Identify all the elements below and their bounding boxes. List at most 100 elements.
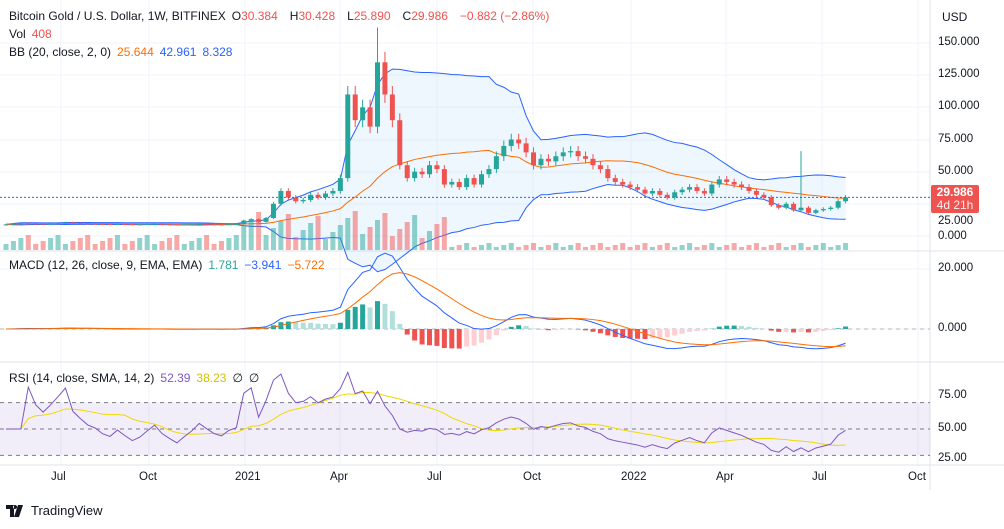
macd-histogram-bar xyxy=(820,329,826,332)
rsi-tick-label: 75.00 xyxy=(938,389,967,401)
macd-histogram-bar xyxy=(285,321,291,329)
candle-body xyxy=(493,156,499,170)
tradingview-logo[interactable]: TradingView xyxy=(6,503,103,518)
macd-histogram-bar xyxy=(590,329,596,332)
candle-body xyxy=(233,224,239,226)
macd-histogram-bar xyxy=(404,329,410,335)
time-axis-label: Jul xyxy=(51,471,66,483)
macd-histogram-bar xyxy=(635,329,641,339)
candle-body xyxy=(761,194,767,198)
last-price: 29.986 xyxy=(936,185,974,199)
candle-body xyxy=(553,156,559,162)
volume-legend[interactable]: Vol 408 xyxy=(9,27,58,41)
bb-basis: 25.644 xyxy=(117,45,154,59)
volume-bar xyxy=(709,243,715,250)
bb-upper: 42.961 xyxy=(159,45,197,59)
volume-bar xyxy=(739,247,745,250)
candle-body xyxy=(724,179,730,182)
volume-bar xyxy=(360,234,366,250)
bb-lower: 8.328 xyxy=(202,45,233,59)
macd-histogram-bar xyxy=(701,329,707,331)
candle-body xyxy=(568,151,574,153)
macd-histogram-bar xyxy=(322,323,328,329)
symbol-title[interactable]: Bitcoin Gold / U.S. Dollar, 1W, BITFINEX xyxy=(9,9,226,23)
macd-histogram-bar xyxy=(486,329,492,340)
candle-body xyxy=(612,178,618,182)
bb-legend[interactable]: BB (20, close, 2, 0) 25.644 42.961 8.328 xyxy=(9,45,238,59)
candle-body xyxy=(768,197,774,206)
volume-bar xyxy=(627,247,633,250)
time-axis-label: Jul xyxy=(812,471,827,483)
volume-bar xyxy=(493,247,499,250)
volume-bar xyxy=(694,247,700,250)
candle-body xyxy=(285,190,291,198)
volume-bar xyxy=(441,217,447,250)
volume-bar xyxy=(367,227,373,250)
volume-bar xyxy=(189,241,195,250)
macd-histogram-bar xyxy=(843,326,849,329)
candle-body xyxy=(605,169,611,179)
candle-body xyxy=(501,145,507,157)
volume-bar xyxy=(100,241,106,250)
macd-histogram-bar xyxy=(620,329,626,338)
candle-body xyxy=(531,152,537,166)
candle-body xyxy=(397,120,403,166)
volume-bar xyxy=(300,230,306,250)
macd-histogram-bar xyxy=(657,329,663,338)
volume-bar xyxy=(701,245,707,250)
volume-bar xyxy=(597,243,603,250)
macd-histogram-bar xyxy=(493,329,499,336)
rsi-ma: 38.23 xyxy=(196,371,227,385)
price-tick-label: 50.000 xyxy=(938,165,974,177)
candle-body xyxy=(196,223,202,225)
volume-bar xyxy=(538,247,544,250)
time-axis-label: Apr xyxy=(716,471,734,483)
volume-bar xyxy=(77,238,83,250)
candle-body xyxy=(427,165,433,175)
rsi-legend[interactable]: RSI (14, close, SMA, 14, 2) 52.39 38.23 ∅ ∅ xyxy=(9,371,265,385)
candle-body xyxy=(635,187,641,190)
macd-histogram-bar xyxy=(516,325,522,329)
volume-bar xyxy=(545,245,551,250)
macd-histogram-bar xyxy=(375,301,380,329)
volume-bar xyxy=(649,247,655,250)
candle-body xyxy=(805,207,811,213)
macd-histogram-bar xyxy=(315,323,321,329)
volume-bar xyxy=(174,235,180,250)
candle-body xyxy=(174,224,180,226)
tradingview-logo-icon xyxy=(6,504,23,517)
volume-bar xyxy=(40,241,46,250)
candle-body xyxy=(166,224,172,226)
close-label: C xyxy=(402,9,412,23)
price-tick-label: 0.000 xyxy=(938,230,967,242)
volume-bar xyxy=(62,244,68,250)
macd-histogram-bar xyxy=(798,329,804,333)
volume-bar xyxy=(152,244,158,250)
candle-body xyxy=(77,223,83,225)
volume-bar xyxy=(820,243,826,250)
macd-histogram-bar xyxy=(783,329,789,332)
candle-body xyxy=(308,194,314,200)
candle-body xyxy=(100,223,106,225)
candle-body xyxy=(627,184,633,188)
candle-body xyxy=(776,205,782,208)
volume-bar xyxy=(382,213,388,250)
candle-body xyxy=(375,62,380,127)
macd-histogram-bar xyxy=(449,329,455,349)
volume-bar xyxy=(516,247,522,250)
candle-body xyxy=(92,223,98,225)
candle-body xyxy=(345,94,351,179)
volume-bar xyxy=(449,247,455,250)
macd-histogram-bar xyxy=(330,324,336,329)
volume-bar xyxy=(308,223,314,250)
macd-legend[interactable]: MACD (12, 26, close, 9, EMA, EMA) 1.781 −3… xyxy=(9,258,331,272)
macd-histogram-bar xyxy=(479,329,485,343)
volume-bar xyxy=(315,216,321,250)
candle-body xyxy=(620,181,626,185)
volume-bar xyxy=(397,229,403,250)
candle-body xyxy=(813,210,819,213)
time-axis-label: Jul xyxy=(427,471,442,483)
candle-body xyxy=(471,178,477,185)
candle-body xyxy=(33,223,39,225)
